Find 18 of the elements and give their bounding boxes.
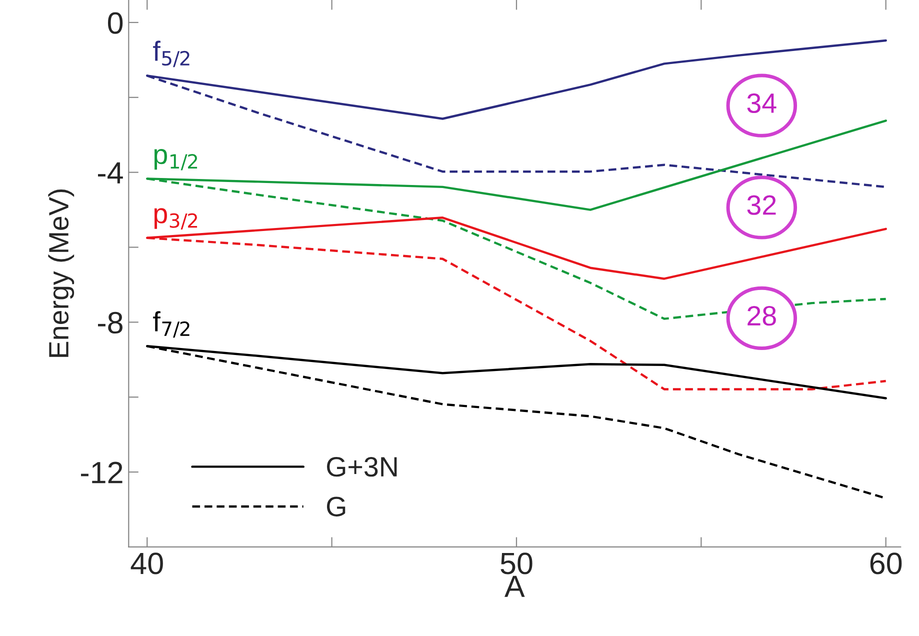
annotation: p$_{1/2}$ — [154, 148, 198, 170]
annotation: p$_{3/2}$ — [154, 208, 198, 230]
y-tick-label: -12 — [80, 462, 122, 484]
annotation: 32 — [747, 195, 776, 215]
x-tick-label: 50 — [500, 552, 532, 574]
legend-label: G+3N — [326, 457, 397, 477]
x-axis-title: A — [504, 576, 525, 597]
x-tick-label: 40 — [130, 552, 163, 574]
annotation: 28 — [748, 306, 776, 326]
y-tick-label: 0 — [108, 12, 123, 34]
y-tick-label: -8 — [98, 312, 122, 334]
annotation: f$_{7/2}$ — [153, 311, 190, 338]
annotation: 34 — [747, 93, 776, 114]
annotation: f$_{5/2}$ — [153, 40, 190, 68]
legend-label: G — [326, 496, 346, 516]
y-tick-label: -4 — [98, 162, 123, 184]
x-tick-label: 60 — [870, 552, 902, 574]
y-axis-title: Energy (MeV) — [48, 190, 74, 357]
